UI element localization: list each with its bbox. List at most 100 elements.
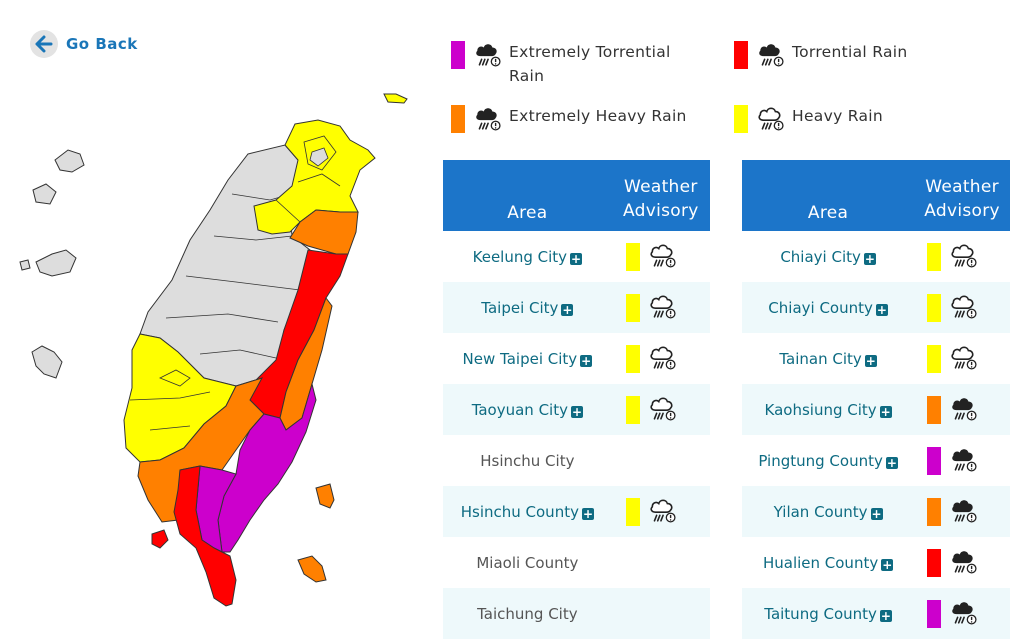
advisory-swatch [927, 446, 942, 475]
area-cell: Taichung City [443, 588, 612, 639]
expand-plus-icon[interactable]: + [879, 404, 892, 419]
advisory-cell [611, 282, 710, 333]
island-penghu-2[interactable] [32, 183, 57, 205]
expand-plus-icon[interactable]: + [870, 506, 883, 521]
expand-plus-icon[interactable]: + [570, 251, 583, 266]
island-liuqiu[interactable] [151, 529, 169, 549]
advisory-cell [914, 537, 1010, 588]
area-name: Kaohsiung City [764, 400, 877, 419]
advisory-cell [914, 486, 1010, 537]
area-name: New Taipei City [462, 349, 578, 368]
legend-extremely-torrential: Extremely Torrential Rain [451, 40, 671, 88]
legend-swatch [451, 105, 465, 133]
advisory-swatch [625, 497, 640, 526]
region-keelung-small[interactable] [309, 147, 329, 167]
advisory-swatch [625, 293, 640, 322]
area-cell: Hsinchu City [443, 435, 612, 486]
rain-cloud-outline-icon [756, 104, 784, 136]
table-row: Chiayi County + [742, 282, 1010, 333]
rain-cloud-icon [756, 40, 784, 72]
island-orchid[interactable] [297, 555, 327, 583]
advisory-swatch [927, 242, 942, 271]
expand-plus-icon[interactable]: + [863, 251, 876, 266]
area-cell[interactable]: Tainan City + [742, 333, 914, 384]
advisory-cell [611, 384, 710, 435]
legend-label: Heavy Rain [792, 107, 884, 125]
table-row: Tainan City + [742, 333, 1010, 384]
advisory-cell [914, 282, 1010, 333]
rain-cloud-outline-icon [648, 496, 676, 528]
legend-swatch [734, 41, 748, 69]
area-name: Taichung City [477, 604, 578, 623]
area-cell[interactable]: Hsinchu County + [443, 486, 612, 537]
legend-swatch [734, 105, 748, 133]
area-name: Keelung City [472, 247, 568, 266]
area-cell[interactable]: New Taipei City + [443, 333, 612, 384]
legend-torrential: Torrential Rain [734, 40, 907, 72]
advisory-swatch [927, 497, 942, 526]
area-cell[interactable]: Keelung City + [443, 231, 612, 282]
area-cell[interactable]: Kaohsiung City + [742, 384, 915, 435]
advisory-cell [914, 588, 1010, 639]
area-name: Pingtung County [758, 451, 883, 470]
expand-plus-icon[interactable]: + [875, 302, 888, 317]
area-name: Chiayi City [780, 247, 861, 266]
rain-cloud-icon [949, 445, 977, 477]
advisory-cell [611, 588, 710, 639]
expand-plus-icon[interactable]: + [571, 404, 583, 419]
advisory-table-left: Area Weather Advisory Keelung City + Taipei… [443, 160, 710, 639]
table-row: New Taipei City + [443, 333, 710, 384]
advisory-cell [612, 537, 710, 588]
table-row: Taipei City + [443, 282, 710, 333]
expand-plus-icon[interactable]: + [581, 506, 594, 521]
area-cell[interactable]: Chiayi County + [742, 282, 915, 333]
legend-label: Torrential Rain [792, 43, 908, 61]
advisory-swatch [625, 344, 640, 373]
region-pingtung-red[interactable] [173, 465, 237, 607]
legend-label: Extremely Torrential Rain [509, 43, 671, 85]
expand-plus-icon[interactable]: + [881, 557, 894, 572]
island-penghu-5[interactable] [31, 345, 63, 379]
expand-plus-icon[interactable]: + [879, 608, 892, 623]
island-penghu-1[interactable] [54, 149, 85, 173]
area-cell[interactable]: Taoyuan City + [443, 384, 612, 435]
expand-plus-icon[interactable]: + [561, 302, 574, 317]
area-name: Hsinchu City [480, 451, 575, 470]
area-cell[interactable]: Taitung County + [742, 588, 915, 639]
table-row: Hualien County + [742, 537, 1010, 588]
rain-cloud-icon [949, 547, 977, 579]
island-north[interactable] [383, 93, 408, 104]
column-header-area: Area [742, 160, 915, 231]
area-cell[interactable]: Pingtung County + [742, 435, 914, 486]
area-name: Taoyuan City [471, 400, 568, 419]
area-name: Taipei City [481, 298, 559, 317]
expand-plus-icon[interactable]: + [885, 455, 898, 470]
table-row: Miaoli County [443, 537, 710, 588]
island-penghu-3[interactable] [35, 249, 77, 277]
island-penghu-4[interactable] [19, 259, 31, 271]
island-green[interactable] [315, 483, 335, 509]
expand-plus-icon[interactable]: + [580, 353, 593, 368]
advisory-swatch [927, 344, 942, 373]
advisory-cell [612, 333, 710, 384]
legend-swatch [451, 41, 465, 69]
back-arrow-icon [30, 30, 58, 58]
table-row: Chiayi City + [742, 231, 1010, 282]
area-name: Yilan County [773, 502, 868, 521]
go-back-button[interactable]: Go Back [30, 30, 138, 58]
column-header-advisory: Weather Advisory [611, 160, 710, 231]
advisory-swatch [625, 242, 640, 271]
area-cell[interactable]: Taipei City + [443, 282, 612, 333]
column-header-advisory: Weather Advisory [914, 160, 1010, 231]
rain-cloud-outline-icon [648, 343, 676, 375]
area-cell[interactable]: Hualien County + [742, 537, 914, 588]
area-cell[interactable]: Chiayi City + [742, 231, 914, 282]
column-header-area: Area [443, 160, 612, 231]
area-name: Tainan City [779, 349, 862, 368]
expand-plus-icon[interactable]: + [864, 353, 877, 368]
area-cell[interactable]: Yilan County + [742, 486, 915, 537]
advisory-swatch [927, 599, 942, 628]
area-cell: Miaoli County [443, 537, 612, 588]
area-name: Chiayi County [768, 298, 873, 317]
advisory-cell [914, 435, 1010, 486]
